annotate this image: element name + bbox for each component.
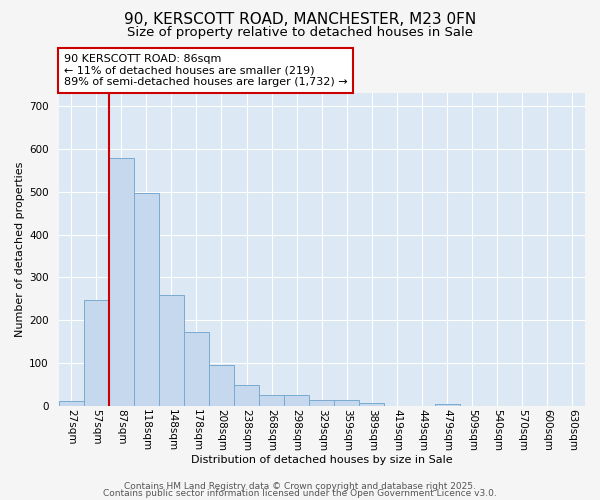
X-axis label: Distribution of detached houses by size in Sale: Distribution of detached houses by size … (191, 455, 452, 465)
Bar (184, 332, 209, 406)
Text: Contains public sector information licensed under the Open Government Licence v3: Contains public sector information licen… (103, 490, 497, 498)
Text: 90 KERSCOTT ROAD: 86sqm
← 11% of detached houses are smaller (219)
89% of semi-d: 90 KERSCOTT ROAD: 86sqm ← 11% of detache… (64, 54, 347, 87)
Bar (259, 395, 284, 406)
Text: Contains HM Land Registry data © Crown copyright and database right 2025.: Contains HM Land Registry data © Crown c… (124, 482, 476, 491)
Text: Size of property relative to detached houses in Sale: Size of property relative to detached ho… (127, 26, 473, 39)
Bar (159, 294, 184, 406)
Bar (134, 192, 159, 406)
Bar (209, 365, 234, 406)
Y-axis label: Number of detached properties: Number of detached properties (15, 162, 25, 338)
Bar (334, 400, 359, 406)
Bar (359, 403, 385, 406)
Bar (109, 158, 134, 406)
Bar (309, 400, 334, 406)
Text: 90, KERSCOTT ROAD, MANCHESTER, M23 0FN: 90, KERSCOTT ROAD, MANCHESTER, M23 0FN (124, 12, 476, 28)
Bar (434, 404, 460, 406)
Bar (59, 401, 83, 406)
Bar (83, 300, 109, 406)
Bar (234, 386, 259, 406)
Bar (284, 395, 309, 406)
